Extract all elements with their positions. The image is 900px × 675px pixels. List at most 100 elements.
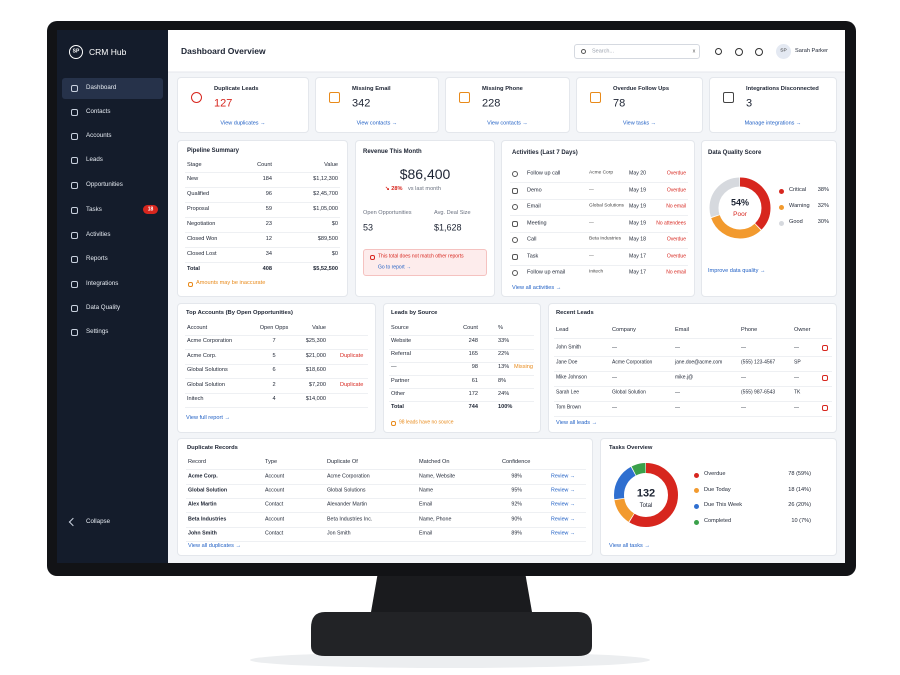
- user-name[interactable]: Sarah Parker: [795, 47, 828, 54]
- table-cell: Global Solution: [188, 487, 228, 494]
- kpi-link[interactable]: Manage integrations →: [744, 120, 802, 127]
- activity-type: Meeting: [527, 219, 547, 226]
- legend-label: Good: [789, 219, 803, 226]
- nav-item[interactable]: Accounts: [86, 131, 112, 139]
- card-link[interactable]: View all leads →: [556, 420, 598, 427]
- card-link[interactable]: View all duplicates →: [188, 543, 242, 550]
- nav-item[interactable]: Opportunities: [86, 180, 123, 188]
- nav-item[interactable]: Leads: [86, 155, 103, 163]
- card-link[interactable]: View full report →: [186, 415, 231, 422]
- table-cell: 61: [471, 377, 478, 384]
- activity-status: No email: [666, 269, 686, 276]
- kpi-link[interactable]: View contacts →: [356, 120, 398, 127]
- nav-item[interactable]: Activities: [86, 230, 111, 238]
- card-title: Activities (Last 7 Days): [512, 150, 578, 156]
- table-cell: —: [391, 364, 397, 371]
- table-cell: Jane Doe: [556, 359, 578, 366]
- table-cell: 744: [468, 404, 478, 411]
- table-cell: Name: [419, 487, 434, 494]
- activity-status: Overdue: [666, 236, 686, 243]
- kpi-label: Missing Email: [352, 86, 391, 93]
- alert-link[interactable]: Go to report →: [378, 264, 412, 271]
- card-link[interactable]: View all activities →: [512, 285, 562, 292]
- review-link[interactable]: Review →: [551, 487, 576, 494]
- nav-item[interactable]: Contacts: [86, 107, 111, 115]
- table-header: Lead: [556, 327, 569, 334]
- top-accounts-card: [177, 303, 376, 433]
- review-link[interactable]: Review →: [551, 473, 576, 480]
- table-cell: 408: [262, 266, 272, 273]
- nav-item[interactable]: Dashboard: [86, 83, 117, 91]
- divider: [389, 335, 534, 336]
- kpi-link[interactable]: View duplicates →: [220, 120, 266, 127]
- table-cell: 13%: [498, 364, 510, 371]
- warning-icon: [187, 281, 193, 287]
- divider: [510, 182, 688, 183]
- legend-value: 78 (59%): [788, 471, 811, 478]
- search-input[interactable]: Search...: [592, 47, 615, 54]
- nav-item[interactable]: Tasks: [86, 205, 102, 213]
- kpi-card: [177, 77, 309, 133]
- card-link[interactable]: View all tasks →: [609, 543, 650, 550]
- table-cell: Acme Corp.: [188, 473, 218, 480]
- table-cell: —: [741, 404, 746, 411]
- kpi-value: 342: [352, 97, 371, 110]
- avatar: [776, 44, 791, 59]
- nav-item[interactable]: Reports: [86, 254, 108, 262]
- table-cell: 12: [265, 236, 272, 243]
- kpi-label: Duplicate Leads: [214, 86, 259, 93]
- table-cell: Global Solution: [187, 381, 225, 388]
- tasks-total-label: Total: [639, 503, 653, 509]
- divider: [185, 232, 340, 233]
- table-cell: 172: [468, 391, 478, 397]
- table-cell: 98: [471, 364, 478, 371]
- review-link[interactable]: Review →: [551, 501, 576, 508]
- activity-account: —: [589, 187, 594, 193]
- kpi-icon: [458, 91, 470, 103]
- nav-item[interactable]: Settings: [86, 327, 109, 335]
- table-cell: Qualified: [187, 191, 210, 198]
- search-clear[interactable]: x: [692, 47, 696, 54]
- table-cell: John Smith: [188, 530, 217, 537]
- table-cell: Initech: [187, 396, 204, 403]
- activity-type: Call: [527, 236, 537, 243]
- divider: [510, 215, 688, 216]
- card-title: Revenue This Month: [363, 149, 422, 155]
- card-title: Duplicate Records: [187, 445, 238, 452]
- table-cell: Duplicate: [340, 352, 364, 359]
- table-header: Count: [463, 325, 478, 332]
- monitor-base: [311, 612, 592, 656]
- review-link[interactable]: Review →: [551, 515, 576, 522]
- table-cell: Alex Martin: [188, 501, 217, 508]
- table-cell: Contact: [265, 530, 284, 537]
- table-cell: —: [794, 374, 799, 381]
- table-cell: Global Solution: [612, 389, 646, 396]
- table-cell: 59: [265, 206, 272, 213]
- kpi-link[interactable]: View tasks →: [622, 120, 657, 127]
- activity-account: Beta Industries: [589, 236, 621, 242]
- divider: [185, 202, 340, 203]
- kpi-value: 127: [214, 97, 233, 110]
- table-cell: $7,200: [308, 381, 326, 388]
- divider: [554, 400, 832, 402]
- table-cell: Contact: [265, 501, 284, 508]
- kpi-card: [709, 77, 837, 133]
- kpi-link[interactable]: View contacts →: [487, 120, 528, 127]
- tasks-card: [600, 438, 837, 556]
- nav-item[interactable]: Data Quality: [86, 303, 121, 311]
- legend-dot: [779, 188, 784, 194]
- divider: [186, 469, 586, 470]
- table-cell: 184: [262, 176, 272, 183]
- legend-dot: [779, 204, 784, 210]
- card-title: Top Accounts (By Open Opportunities): [186, 310, 293, 317]
- nav-item[interactable]: Integrations: [86, 279, 119, 287]
- nav-icon: [70, 231, 78, 239]
- table-header: Open Opps: [259, 325, 289, 332]
- table-cell: $2,45,700: [313, 191, 338, 198]
- activity-date: May 19: [629, 186, 647, 193]
- review-link[interactable]: Review →: [551, 530, 576, 537]
- card-link[interactable]: Improve data quality →: [708, 268, 766, 275]
- collapse[interactable]: Collapse: [86, 517, 111, 525]
- activity-icon: [512, 270, 518, 276]
- divider: [186, 526, 586, 528]
